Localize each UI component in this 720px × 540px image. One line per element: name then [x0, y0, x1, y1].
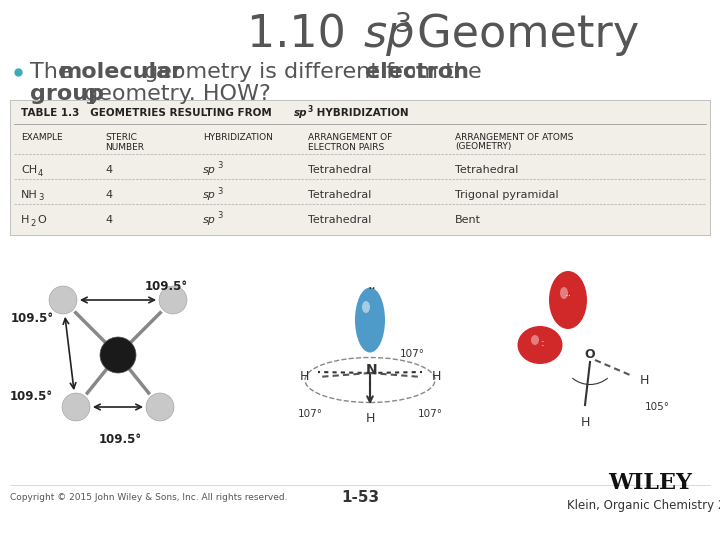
Text: H: H [580, 416, 590, 429]
Text: 107°: 107° [418, 409, 443, 419]
Text: 4: 4 [105, 165, 112, 175]
Text: NH: NH [21, 190, 37, 200]
Text: WILEY: WILEY [608, 472, 692, 494]
Text: 1-53: 1-53 [341, 490, 379, 505]
Text: Tetrahedral: Tetrahedral [308, 215, 372, 225]
Ellipse shape [518, 326, 562, 364]
Text: 3: 3 [217, 186, 222, 195]
Text: 3: 3 [217, 161, 222, 171]
Text: sp: sp [203, 190, 216, 200]
Text: H: H [640, 374, 649, 387]
Text: TABLE 1.3   GEOMETRIES RESULTING FROM: TABLE 1.3 GEOMETRIES RESULTING FROM [21, 108, 275, 118]
Text: STERIC: STERIC [105, 132, 137, 141]
Text: 105°: 105° [645, 402, 670, 412]
Text: sp: sp [363, 14, 415, 57]
Text: 4: 4 [38, 168, 43, 178]
Ellipse shape [49, 286, 77, 314]
Text: Tetrahedral: Tetrahedral [455, 165, 518, 175]
Text: 2: 2 [30, 219, 35, 227]
Ellipse shape [560, 287, 568, 299]
Text: The: The [30, 62, 78, 82]
Text: (GEOMETRY): (GEOMETRY) [455, 143, 511, 152]
Ellipse shape [100, 337, 136, 373]
Text: sp: sp [203, 215, 216, 225]
Ellipse shape [549, 271, 587, 329]
Ellipse shape [531, 335, 539, 345]
Text: Bent: Bent [455, 215, 481, 225]
Ellipse shape [146, 393, 174, 421]
Text: 3: 3 [308, 105, 313, 113]
Text: CH: CH [21, 165, 37, 175]
Text: 1.10: 1.10 [247, 14, 360, 57]
Ellipse shape [362, 301, 370, 313]
Text: sp: sp [294, 108, 307, 118]
Text: Tetrahedral: Tetrahedral [308, 165, 372, 175]
Text: Klein, Organic Chemistry 2e: Klein, Organic Chemistry 2e [567, 500, 720, 512]
Text: Copyright © 2015 John Wiley & Sons, Inc. All rights reserved.: Copyright © 2015 John Wiley & Sons, Inc.… [10, 494, 287, 503]
Text: Geometry: Geometry [403, 14, 639, 57]
Text: H: H [21, 215, 30, 225]
Text: N: N [366, 363, 378, 377]
Text: 4: 4 [105, 215, 112, 225]
FancyBboxPatch shape [10, 100, 710, 235]
Text: ..: .. [368, 278, 377, 292]
Text: 109.5°: 109.5° [9, 390, 53, 403]
Text: Tetrahedral: Tetrahedral [308, 190, 372, 200]
Text: ELECTRON PAIRS: ELECTRON PAIRS [308, 143, 384, 152]
Text: geometry. HOW?: geometry. HOW? [77, 84, 271, 104]
Text: 4: 4 [105, 190, 112, 200]
Text: 3: 3 [217, 212, 222, 220]
Text: NUMBER: NUMBER [105, 143, 144, 152]
Text: :: : [541, 338, 549, 348]
Text: O: O [585, 348, 595, 361]
Text: HYBRIDIZATION: HYBRIDIZATION [203, 132, 273, 141]
Text: electron: electron [365, 62, 469, 82]
Text: molecular: molecular [58, 62, 182, 82]
Text: ARRANGEMENT OF: ARRANGEMENT OF [308, 132, 392, 141]
Ellipse shape [355, 287, 385, 353]
Text: 107°: 107° [297, 409, 323, 419]
Text: H: H [300, 370, 309, 383]
Text: H: H [365, 413, 374, 426]
Text: sp: sp [203, 165, 216, 175]
Text: HYBRIDIZATION: HYBRIDIZATION [313, 108, 409, 118]
Text: ..: .. [564, 288, 572, 298]
Text: group: group [30, 84, 104, 104]
Text: geometry is different from the: geometry is different from the [137, 62, 489, 82]
Text: 109.5°: 109.5° [145, 280, 188, 293]
Text: EXAMPLE: EXAMPLE [21, 132, 63, 141]
Text: 3: 3 [38, 193, 43, 202]
Text: ARRANGEMENT OF ATOMS: ARRANGEMENT OF ATOMS [455, 132, 573, 141]
Ellipse shape [62, 393, 90, 421]
Text: 107°: 107° [400, 349, 425, 359]
Text: O: O [37, 215, 46, 225]
Text: H: H [431, 370, 441, 383]
Text: 109.5°: 109.5° [99, 433, 142, 446]
Text: 3: 3 [395, 12, 412, 38]
Text: Trigonal pyramidal: Trigonal pyramidal [455, 190, 559, 200]
Text: 109.5°: 109.5° [10, 312, 53, 325]
Ellipse shape [159, 286, 187, 314]
